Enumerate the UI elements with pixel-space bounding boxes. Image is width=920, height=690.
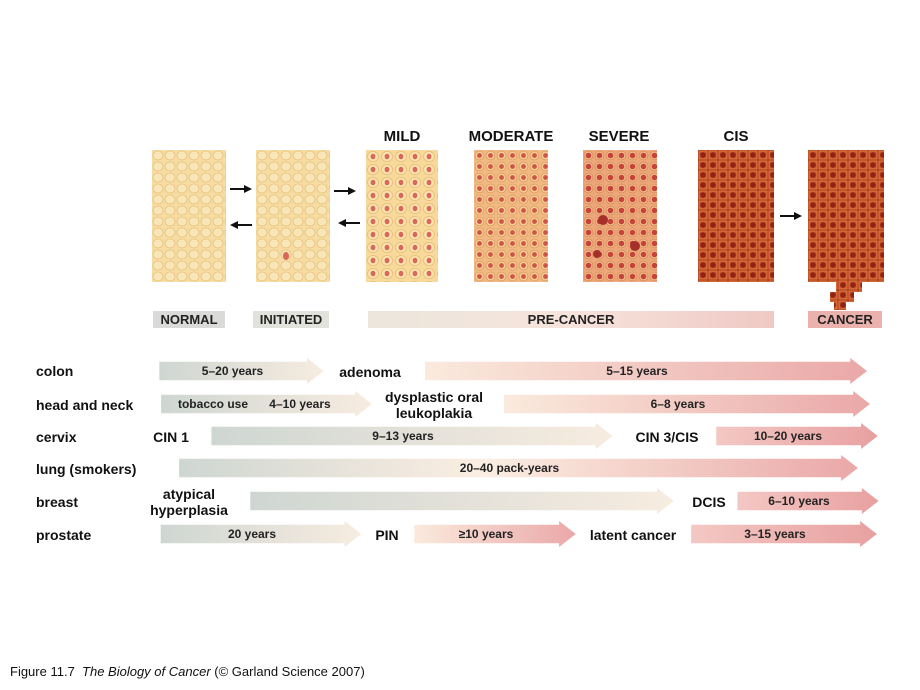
prostate-stage-pin: PIN <box>375 527 399 543</box>
breast-stage-line-1: atypical <box>162 486 216 502</box>
colon-stage-adenoma: adenoma <box>339 364 401 380</box>
arrow-right-icon <box>780 212 802 220</box>
breast-duration-2: 6–10 years <box>768 494 830 508</box>
stage-label-mild: MILD <box>383 128 421 145</box>
colon-arrow-1 <box>159 358 324 384</box>
row-label-colon: colon <box>36 363 74 379</box>
cervix-duration-2: 10–20 years <box>753 429 823 443</box>
tissue-severe <box>583 150 657 282</box>
category-normal: NORMAL <box>153 311 225 328</box>
head-neck-stage-line-2: leukoplakia <box>395 405 473 421</box>
stage-label-severe: SEVERE <box>588 128 650 145</box>
row-label-head-neck: head and neck <box>36 397 134 413</box>
category-cancer: CANCER <box>808 311 882 328</box>
arrow-right-icon <box>334 187 356 195</box>
head-neck-arrow-1 <box>161 391 372 417</box>
cervix-arrow-1 <box>211 423 613 449</box>
cervix-duration-1: 9–13 years <box>372 429 434 443</box>
prostate-duration-1: 20 years <box>227 527 277 541</box>
tissue-normal <box>152 150 226 282</box>
tissue-cis <box>698 150 774 282</box>
breast-stage-line-2: hyperplasia <box>150 502 228 518</box>
category-precancer-bar <box>368 311 774 328</box>
tissue-moderate <box>474 150 548 282</box>
prostate-arrow-1 <box>160 521 362 547</box>
row-label-cervix: cervix <box>36 429 77 445</box>
category-precancer: PRE-CANCER <box>527 312 615 327</box>
breast-stage-dcis: DCIS <box>692 494 726 510</box>
head-neck-arrow-2 <box>504 391 870 417</box>
prostate-arrow-3 <box>691 521 877 547</box>
breast-stage-atypical: atypical hyperplasia <box>144 486 234 518</box>
arrow-right-icon <box>230 185 252 193</box>
tissue-cancer <box>808 150 884 310</box>
category-initiated: INITIATED <box>253 311 329 328</box>
caption-title: The Biology of Cancer <box>82 664 211 679</box>
head-neck-stage-1: dysplastic oral leukoplakia <box>380 389 488 421</box>
arrow-left-icon <box>230 221 252 229</box>
cervix-stage-cin1: CIN 1 <box>153 429 189 445</box>
figure-caption: Figure 11.7 The Biology of Cancer (© Gar… <box>10 664 365 679</box>
row-label-breast: breast <box>36 494 79 510</box>
head-neck-duration-1: 4–10 years <box>269 397 331 411</box>
breast-arrow-2 <box>737 488 879 514</box>
lung-duration: 20–40 pack-years <box>459 461 560 475</box>
prostate-duration-3: 3–15 years <box>744 527 806 541</box>
caption-suffix: (© Garland Science 2007) <box>214 664 365 679</box>
head-neck-duration-2: 6–8 years <box>650 397 706 411</box>
caption-prefix: Figure 11.7 <box>10 664 75 679</box>
head-neck-stage-line-1: dysplastic oral <box>384 389 484 405</box>
colon-arrow-2 <box>425 358 867 384</box>
colon-duration-1: 5–20 years <box>201 364 264 378</box>
prostate-duration-2: ≥10 years <box>458 527 514 541</box>
prostate-stage-latent: latent cancer <box>589 527 677 543</box>
colon-duration-2: 5–15 years <box>606 364 668 378</box>
cervix-arrow-2 <box>716 423 878 449</box>
stage-label-moderate: MODERATE <box>468 128 554 145</box>
head-neck-tobacco: tobacco use <box>177 397 249 411</box>
row-label-lung: lung (smokers) <box>36 461 137 477</box>
lung-arrow <box>179 455 858 481</box>
arrow-left-icon <box>338 219 360 227</box>
tissue-mild <box>366 150 438 282</box>
row-label-prostate: prostate <box>36 527 92 543</box>
stage-label-cis: CIS <box>723 128 749 145</box>
prostate-arrow-2 <box>414 521 576 547</box>
breast-arrow-1 <box>250 488 674 514</box>
tissue-initiated <box>256 150 330 282</box>
cervix-stage-cin3: CIN 3/CIS <box>635 429 699 445</box>
